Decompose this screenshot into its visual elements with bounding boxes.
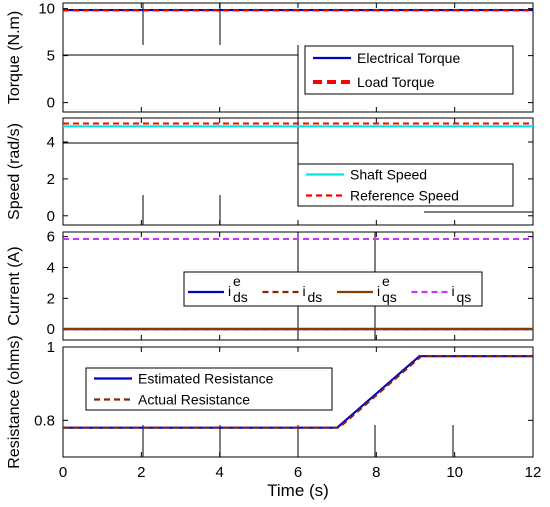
legend-label: i [228, 283, 231, 299]
legend-label: Estimated Resistance [138, 371, 274, 387]
legend-label-subscript: qs [382, 289, 397, 305]
x-tick-label: 10 [446, 464, 463, 481]
y-axis-label: Torque (N.m) [6, 11, 23, 104]
y-tick-label: 10 [38, 1, 55, 18]
legend-label: Actual Resistance [138, 392, 250, 408]
legend-box [85, 367, 333, 411]
y-tick-label: 4 [47, 259, 55, 276]
y-tick-label: 5 [47, 48, 55, 65]
legend: Estimated Resistance Actual Resistance [85, 367, 333, 411]
legend-label-subscript: qs [457, 289, 472, 305]
y-tick-label: 0 [47, 208, 55, 225]
x-axis-label: Time (s) [267, 481, 329, 500]
x-tick-label: 4 [215, 464, 223, 481]
legend-label-subscript: ds [233, 289, 248, 305]
legend: Electrical Torque Load Torque [304, 45, 514, 95]
y-axis-label: Resistance (ohms) [6, 335, 23, 468]
series-line-2 [63, 355, 533, 429]
y-tick-label: 0 [47, 321, 55, 338]
legend-label: i [452, 283, 455, 299]
legend-label-superscript: e [382, 273, 390, 289]
y-tick-label: 1 [47, 339, 55, 356]
legend-label: Electrical Torque [357, 50, 460, 66]
legend-label-subscript: ds [308, 289, 323, 305]
y-axis-label: Speed (rad/s) [6, 123, 23, 220]
x-tick-label: 8 [372, 464, 380, 481]
legend-label: Reference Speed [350, 188, 459, 204]
y-tick-label: 0 [47, 95, 55, 112]
y-tick-label: 2 [47, 171, 55, 188]
y-tick-label: 0.8 [34, 412, 55, 429]
legend-box [297, 163, 514, 207]
panel-4: 0.8 1 Resistance (ohms) Estimated Resistanc… [6, 335, 541, 500]
x-tick-label: 2 [137, 464, 145, 481]
legend-label: i [303, 283, 306, 299]
panel-1: 0 5 10 Torque (N.m) Electrical Torque Load To… [6, 1, 534, 113]
x-tick-label: 0 [59, 464, 67, 481]
legend-label: i [377, 283, 380, 299]
legend-label: Load Torque [357, 74, 435, 90]
x-tick-label: 12 [525, 464, 542, 481]
y-tick-label: 2 [47, 290, 55, 307]
x-tick-label: 6 [294, 464, 302, 481]
panel-2: 0 2 4 Speed (rad/s) Shaft Speed Reference Spe… [6, 117, 534, 226]
y-tick-label: 4 [47, 134, 55, 151]
legend-box [183, 271, 483, 307]
y-tick-label: 6 [47, 229, 55, 246]
legend-label: Shaft Speed [350, 167, 427, 183]
legend-label-superscript: e [233, 273, 241, 289]
legend: Shaft Speed Reference Speed [297, 163, 514, 207]
legend-box [304, 45, 514, 95]
y-axis-label: Current (A) [6, 246, 23, 325]
series-line-1 [63, 355, 533, 429]
